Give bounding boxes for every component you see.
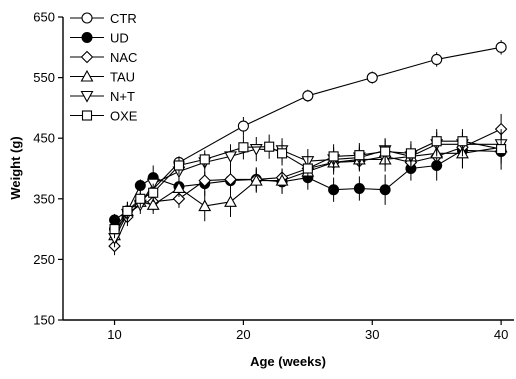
data-point: [302, 90, 314, 102]
data-point: [354, 150, 365, 161]
legend-marker: [80, 69, 94, 82]
axis-ticks: 150 250 350 450 550 650 10 20 30 40: [33, 10, 508, 343]
x-tick-label: 40: [494, 327, 508, 342]
y-tick-label: 250: [33, 252, 55, 267]
data-point: [431, 53, 443, 65]
legend-item: NAC: [70, 50, 137, 65]
legend-item: OXE: [70, 109, 138, 124]
data-point: [366, 72, 378, 84]
data-point: [199, 154, 210, 165]
series-ctr: [108, 40, 507, 239]
data-point: [496, 144, 507, 155]
data-point: [198, 174, 212, 187]
data-point: [173, 160, 185, 171]
legend-marker: [81, 32, 93, 43]
data-point: [457, 136, 468, 147]
y-tick-label: 150: [33, 313, 55, 328]
legend-label: NAC: [110, 50, 137, 65]
legend-item: N+T: [70, 89, 135, 104]
data-point: [172, 181, 186, 193]
data-point: [249, 173, 263, 186]
data-point: [148, 187, 159, 198]
y-tick-label: 650: [33, 10, 55, 25]
legend-marker: [80, 90, 94, 103]
series-line: [114, 46, 502, 230]
data-point: [237, 120, 249, 132]
data-point: [405, 148, 416, 159]
data-point: [353, 182, 365, 194]
data-point: [328, 151, 339, 162]
legend-label: UD: [110, 31, 129, 46]
y-axis-title: Weight (g): [8, 136, 23, 199]
x-tick-label: 30: [365, 327, 379, 342]
legend-item: UD: [70, 31, 129, 46]
legend-marker: [81, 110, 93, 121]
y-tick-label: 550: [33, 70, 55, 85]
y-tick-label: 450: [33, 131, 55, 146]
data-point: [380, 146, 391, 157]
legend: CTR UD NAC TAU N+T OXE: [70, 11, 138, 124]
data-point: [302, 163, 313, 174]
series-layer: [108, 40, 508, 256]
data-point: [134, 179, 146, 191]
x-axis-title: Age (weeks): [250, 354, 326, 369]
data-point: [495, 41, 507, 53]
data-point: [264, 141, 275, 152]
legend-marker: [80, 50, 94, 64]
data-point: [146, 198, 160, 210]
data-point: [431, 136, 442, 147]
legend-label: TAU: [110, 70, 135, 85]
data-point: [198, 199, 212, 212]
data-point: [135, 193, 146, 204]
data-point: [224, 195, 237, 207]
x-tick-label: 10: [107, 327, 121, 342]
legend-marker: [81, 12, 93, 24]
data-point: [379, 184, 391, 196]
legend-label: N+T: [110, 89, 135, 104]
data-point: [277, 148, 288, 159]
legend-item: TAU: [70, 70, 135, 85]
legend-label: OXE: [110, 109, 138, 124]
data-point: [224, 173, 237, 186]
data-point: [109, 224, 120, 235]
data-point: [328, 184, 340, 196]
data-point: [275, 173, 289, 186]
legend-item: CTR: [70, 11, 137, 26]
data-point: [238, 142, 249, 153]
data-point: [172, 192, 186, 206]
x-tick-label: 20: [236, 327, 250, 342]
series-oxe: [109, 129, 507, 239]
y-tick-label: 350: [33, 191, 55, 206]
data-point: [122, 205, 133, 216]
legend-label: CTR: [110, 11, 137, 26]
